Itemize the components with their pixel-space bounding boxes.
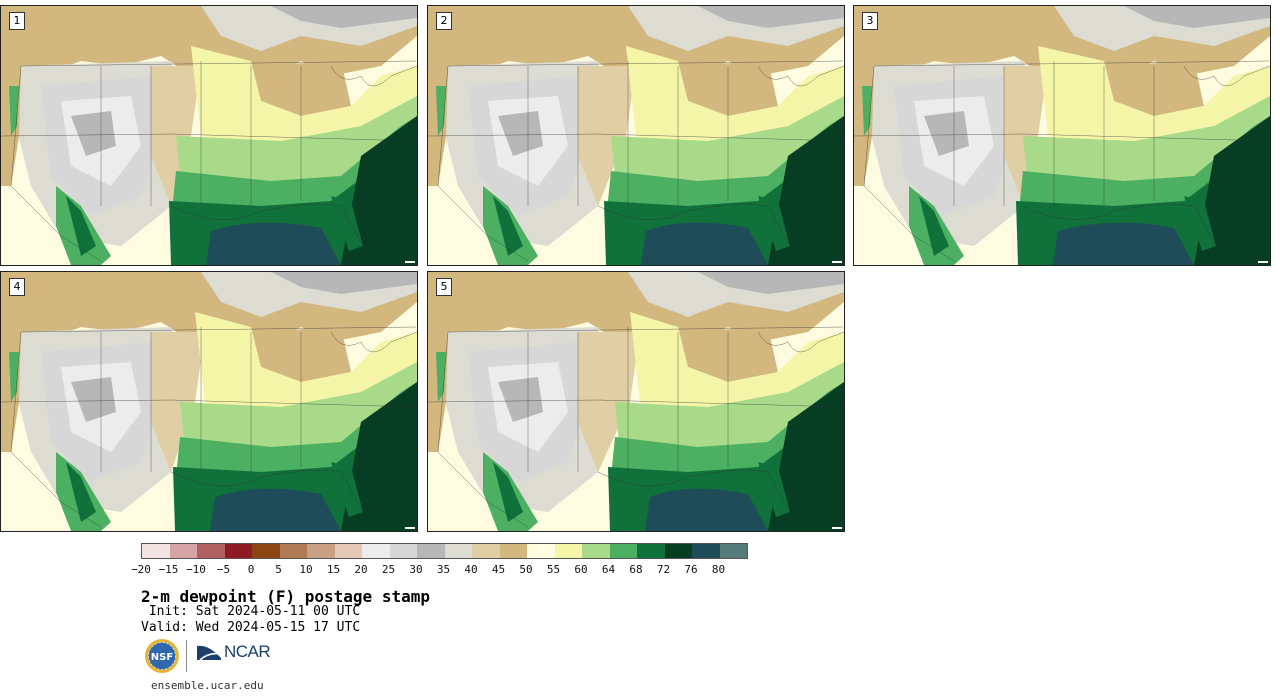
colorbar-swatch <box>142 544 170 558</box>
dewpoint-map-1 <box>1 6 417 265</box>
colorbar-swatch <box>362 544 390 558</box>
panel-corner-mark <box>832 527 842 529</box>
colorbar-tick: −10 <box>186 563 206 576</box>
colorbar-tick: 45 <box>491 563 506 576</box>
colorbar-swatch <box>637 544 665 558</box>
colorbar-swatch <box>334 544 362 558</box>
dewpoint-map-5 <box>428 272 844 531</box>
colorbar-swatch <box>417 544 445 558</box>
colorbar-swatch <box>582 544 610 558</box>
colorbar-swatch <box>472 544 500 558</box>
colorbar-swatch <box>169 544 197 558</box>
panel-number-3: 3 <box>862 12 878 30</box>
colorbar-tick-labels: −20 −15 −10 −5 0 5 10 15 20 25 30 35 40 45 50 55 60 64 68 7… <box>131 563 771 577</box>
colorbar-tick: 68 <box>629 563 643 576</box>
colorbar-tick: −5 <box>216 563 231 576</box>
colorbar-tick: 35 <box>436 563 451 576</box>
nsf-logo: NSF <box>143 637 181 679</box>
panel-number-4: 4 <box>9 278 25 296</box>
map-panel-2: 2 <box>427 5 845 266</box>
valid-time: Valid: Wed 2024-05-15 17 UTC <box>141 620 361 635</box>
ncar-wordmark: NCAR <box>224 642 271 661</box>
dewpoint-map-3 <box>854 6 1270 265</box>
colorbar-tick: 72 <box>656 563 671 576</box>
colorbar-swatch <box>692 544 720 558</box>
figure-title: 2-m dewpoint (F) postage stamp <box>141 587 430 606</box>
dewpoint-colorbar <box>141 543 748 559</box>
colorbar-swatch <box>197 544 225 558</box>
map-panel-4: 4 <box>0 271 418 532</box>
colorbar-tick: 40 <box>464 563 478 576</box>
colorbar-swatch <box>307 544 335 558</box>
colorbar-swatch <box>389 544 417 558</box>
colorbar-swatch <box>527 544 555 558</box>
colorbar-tick: 76 <box>684 563 698 576</box>
ncar-swoosh-icon <box>197 645 222 661</box>
website-link[interactable]: ensemble.ucar.edu <box>151 679 264 692</box>
colorbar-swatch <box>609 544 637 558</box>
colorbar-swatch <box>444 544 472 558</box>
panel-number-5: 5 <box>436 278 452 296</box>
colorbar-tick: 30 <box>409 563 423 576</box>
colorbar-tick: 25 <box>381 563 396 576</box>
svg-text:NSF: NSF <box>151 652 173 663</box>
panel-number-1: 1 <box>9 12 25 30</box>
colorbar-swatch <box>252 544 280 558</box>
init-time: Init: Sat 2024-05-11 00 UTC <box>141 604 361 619</box>
colorbar-tick: 5 <box>275 563 282 576</box>
ncar-logo: NCAR <box>196 642 271 662</box>
colorbar-swatch <box>554 544 582 558</box>
map-panel-5: 5 <box>427 271 845 532</box>
colorbar-tick: 80 <box>711 563 726 576</box>
colorbar-swatch <box>664 544 692 558</box>
dewpoint-map-2 <box>428 6 844 265</box>
colorbar-tick: 0 <box>247 563 255 576</box>
colorbar-tick: −20 <box>131 563 151 576</box>
panel-corner-mark <box>405 527 415 529</box>
colorbar-swatch <box>719 544 747 558</box>
colorbar-tick: 64 <box>601 563 616 576</box>
map-panel-3: 3 <box>853 5 1271 266</box>
panel-corner-mark <box>832 261 842 263</box>
dewpoint-map-4 <box>1 272 417 531</box>
panel-corner-mark <box>405 261 415 263</box>
colorbar-tick: 20 <box>354 563 368 576</box>
map-panel-1: 1 <box>0 5 418 266</box>
colorbar-swatch <box>499 544 527 558</box>
logo-divider <box>186 640 187 672</box>
colorbar-tick: 55 <box>546 563 561 576</box>
panel-corner-mark <box>1258 261 1268 263</box>
colorbar-tick: 10 <box>299 563 313 576</box>
colorbar-swatch <box>224 544 252 558</box>
colorbar-tick: 15 <box>326 563 341 576</box>
colorbar-tick: −15 <box>158 563 179 576</box>
colorbar-swatch <box>279 544 307 558</box>
panel-number-2: 2 <box>436 12 452 30</box>
colorbar-tick: 50 <box>519 563 533 576</box>
colorbar-tick: 60 <box>574 563 588 576</box>
